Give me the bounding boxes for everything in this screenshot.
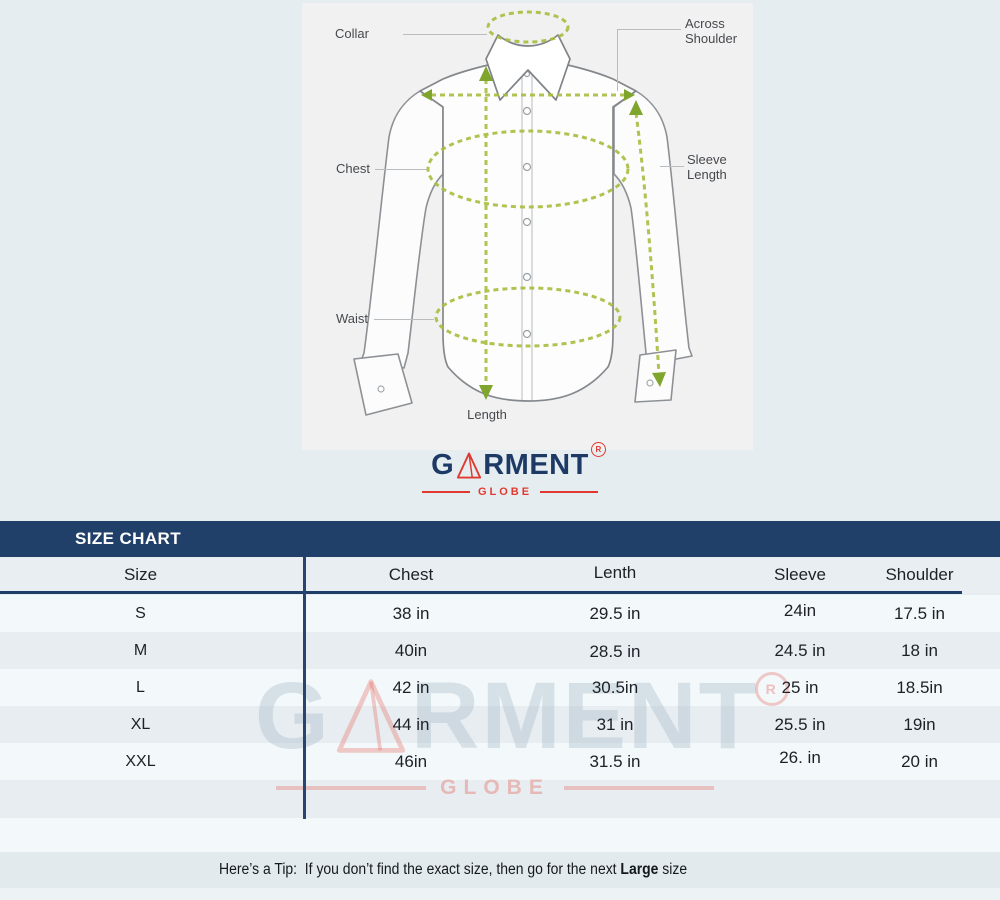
column-header-shoulder: Shoulder: [885, 565, 954, 584]
shirt-diagram-panel: Collar Across Shoulder Chest Sleeve Leng…: [302, 3, 753, 450]
table-row: XL 44 in 31 in 25.5 in 19in: [0, 706, 1000, 743]
chest-label: Chest: [336, 161, 370, 176]
cell-lenth: 30.5in: [591, 678, 639, 697]
cell-size: M: [133, 642, 148, 659]
header-underline: [0, 591, 962, 594]
cell-lenth: 29.5 in: [589, 604, 641, 623]
logo-right-rule: [540, 490, 599, 494]
bottom-strip: [0, 888, 1000, 900]
table-row: M 40in 28.5 in 24.5 in 18 in: [0, 632, 1000, 669]
registered-trademark-icon: R: [590, 442, 606, 457]
cell-chest: 44 in: [392, 715, 430, 734]
cell-sleeve: 25.5 in: [774, 715, 826, 734]
tip-bold-word: Large: [620, 861, 659, 878]
cell-size: XL: [130, 716, 151, 733]
length-label: Length: [467, 407, 507, 422]
empty-table-stripe: [0, 780, 1000, 818]
cell-lenth: 28.5 in: [589, 642, 641, 661]
size-column-divider: [303, 557, 306, 819]
measurement-lines: [426, 10, 661, 388]
cell-shoulder: 17.5 in: [893, 604, 946, 623]
across-shoulder-leader-drop: [617, 29, 618, 91]
column-header-size: Size: [123, 565, 158, 584]
across-shoulder-leader-line: [617, 29, 681, 30]
cell-shoulder: 18.5in: [896, 678, 943, 697]
cell-sleeve: 25 in: [781, 678, 819, 697]
collar-leader-line: [403, 34, 487, 35]
cell-sleeve: 24in: [783, 601, 817, 620]
column-header-lenth: Lenth: [593, 563, 637, 582]
tip-prefix: Here’s a Tip: If you don’t find the exac…: [218, 861, 621, 878]
logo-pyramid-icon: [457, 452, 482, 479]
cell-shoulder: 20 in: [901, 752, 938, 771]
cell-size: XXL: [125, 753, 156, 770]
brand-wordmark: G RMENT R: [431, 442, 606, 481]
cell-shoulder: 19in: [903, 715, 936, 734]
across-shoulder-label: Across Shoulder: [685, 16, 738, 46]
size-chart-title-bar: SIZE CHART: [0, 521, 1000, 557]
cell-chest: 40in: [394, 641, 428, 660]
cell-shoulder: 18 in: [901, 641, 938, 660]
size-chart-header-row: Size Chest Lenth Sleeve Shoulder: [0, 557, 1000, 593]
measurement-arrows: [421, 66, 666, 400]
brand-subtitle-row: GLOBE: [410, 486, 610, 498]
cell-sleeve: 26. in: [779, 748, 821, 767]
cell-lenth: 31 in: [596, 715, 634, 734]
spacer-band: [0, 818, 1000, 852]
column-header-sleeve: Sleeve: [774, 565, 826, 584]
cell-size: S: [135, 605, 146, 622]
cell-sleeve: 24.5 in: [774, 641, 826, 660]
table-row: L 42 in 30.5in 25 in 18.5in: [0, 669, 1000, 706]
tip-text: Here’s a Tip: If you don’t find the exac…: [219, 852, 687, 888]
collar-label: Collar: [335, 26, 369, 41]
logo-left-rule: [421, 490, 470, 494]
tip-banner: Here’s a Tip: If you don’t find the exac…: [0, 852, 1000, 888]
table-row: XXL 46in 31.5 in 26. in 20 in: [0, 743, 1000, 780]
cell-lenth: 31.5 in: [589, 752, 641, 771]
column-header-chest: Chest: [388, 565, 434, 584]
tip-suffix: size: [658, 861, 688, 878]
waist-label: Waist: [336, 311, 369, 326]
cell-chest: 42 in: [392, 678, 430, 697]
brand-subtitle: GLOBE: [477, 486, 533, 498]
shirt-sleeves: [353, 90, 693, 416]
waist-leader-line: [374, 319, 434, 320]
cell-chest: 46in: [394, 752, 428, 771]
sleeve-length-leader-line: [660, 166, 684, 167]
brand-word-end: RMENT: [483, 449, 589, 481]
size-chart-rows: S 38 in 29.5 in 24in 17.5 in M 40in 28.5…: [0, 595, 1000, 780]
brand-word-start: G: [431, 449, 455, 481]
shirt-measurement-illustration: [353, 10, 693, 416]
sleeve-length-label: Sleeve Length: [687, 152, 727, 182]
chest-leader-line: [375, 169, 427, 170]
table-row: S 38 in 29.5 in 24in 17.5 in: [0, 595, 1000, 632]
brand-logo: G RMENT R GLOBE: [410, 442, 610, 498]
shirt-collar: [485, 34, 571, 101]
cell-chest: 38 in: [392, 604, 430, 623]
cell-size: L: [136, 679, 145, 696]
shirt-placket: [521, 69, 533, 400]
